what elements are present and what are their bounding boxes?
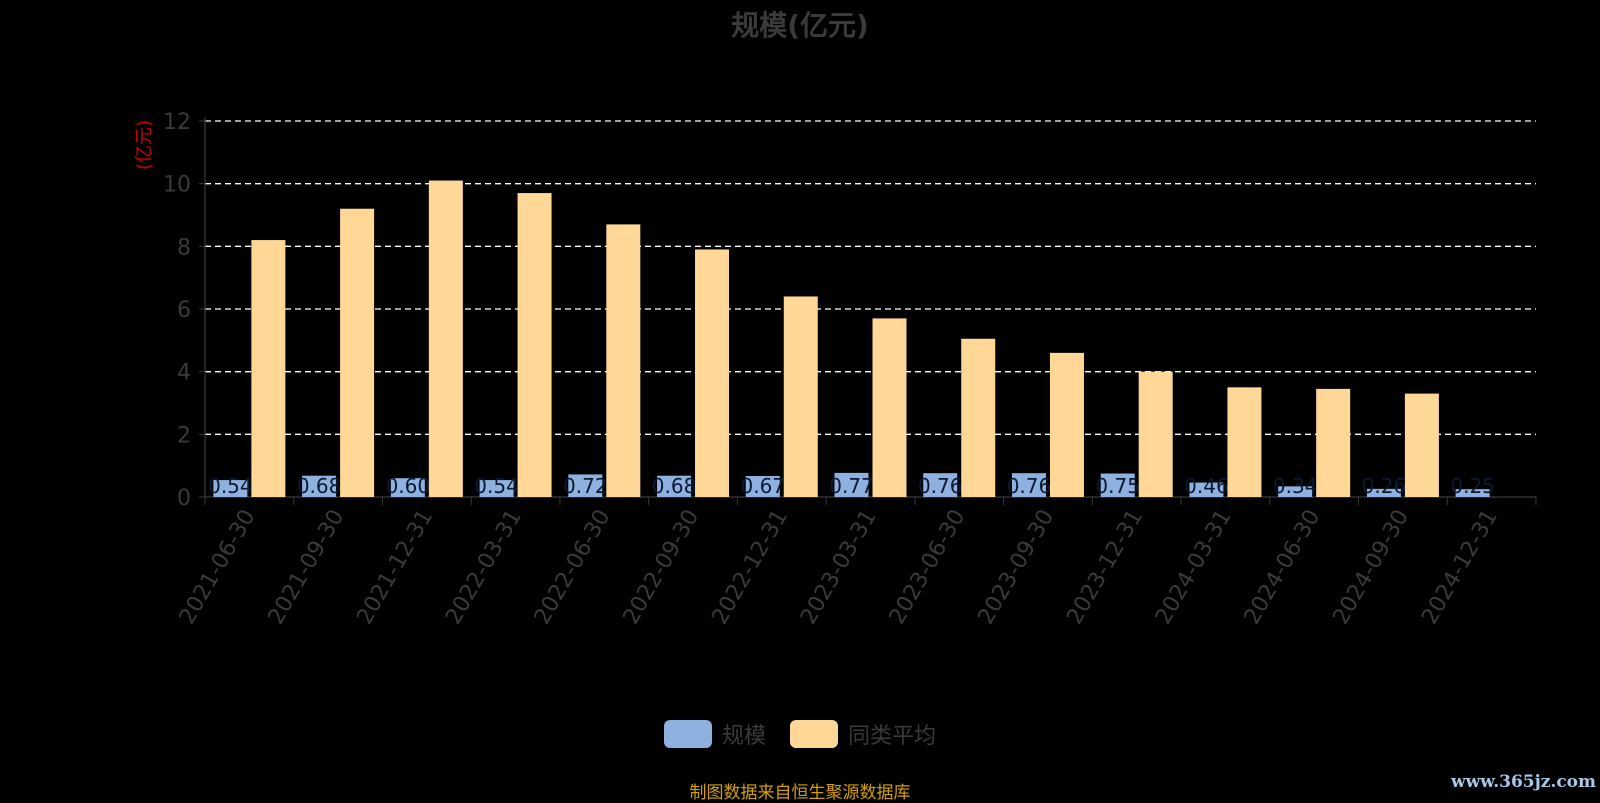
bar-scale-data-label: 0.72 bbox=[563, 474, 608, 498]
y-tick-label: 4 bbox=[177, 361, 191, 386]
bar-scale-data-label: 0.68 bbox=[652, 474, 697, 498]
legend-item-scale[interactable]: 规模 bbox=[663, 718, 766, 750]
x-tick-label: 2023-09-30 bbox=[974, 506, 1060, 629]
bar-scale-data-label: 0.67 bbox=[741, 474, 786, 498]
chart-legend: 规模 同类平均 bbox=[0, 718, 1600, 750]
bar-peer-average bbox=[340, 208, 375, 497]
y-tick-label: 8 bbox=[177, 235, 191, 260]
bar-scale-data-label: 0.54 bbox=[474, 474, 519, 498]
legend-label-scale: 规模 bbox=[721, 724, 766, 749]
x-tick-label: 2024-12-31 bbox=[1417, 506, 1503, 629]
x-tick-label: 2023-03-31 bbox=[796, 506, 882, 629]
y-tick-label: 10 bbox=[163, 173, 191, 198]
bar-scale-data-label: 0.34 bbox=[1273, 474, 1318, 498]
bar-peer-average bbox=[428, 180, 463, 498]
x-tick-label: 2021-12-31 bbox=[352, 506, 438, 629]
bar-scale bbox=[479, 480, 514, 497]
bar-scale bbox=[390, 478, 425, 497]
bar-scale bbox=[1011, 473, 1046, 497]
y-axis-label: (亿元) bbox=[134, 120, 155, 170]
bar-scale bbox=[657, 475, 692, 497]
bar-scale bbox=[1100, 473, 1135, 497]
bar-peer-average bbox=[695, 249, 730, 497]
legend-label-peer-average: 同类平均 bbox=[848, 724, 937, 749]
bar-scale-data-label: 0.54 bbox=[208, 474, 253, 498]
bar-peer-average bbox=[783, 296, 818, 497]
x-tick-label: 2022-03-31 bbox=[441, 506, 527, 629]
bar-peer-average bbox=[1316, 388, 1351, 497]
bar-peer-average bbox=[517, 193, 552, 498]
bar-peer-average bbox=[1227, 387, 1262, 497]
bar-peer-average bbox=[251, 240, 286, 498]
x-tick-label: 2024-06-30 bbox=[1240, 506, 1326, 629]
bar-scale bbox=[302, 475, 337, 497]
bar-scale bbox=[568, 474, 603, 497]
watermark: www.365jz.com bbox=[1451, 772, 1596, 792]
bar-scale-data-label: 0.25 bbox=[1450, 474, 1495, 498]
bar-scale bbox=[1366, 488, 1401, 497]
bar-scale-data-label: 0.68 bbox=[297, 474, 342, 498]
chart-title: 规模(亿元) bbox=[731, 9, 869, 42]
bar-peer-average bbox=[961, 338, 996, 497]
y-tick-label: 6 bbox=[177, 298, 191, 323]
bar-scale-data-label: 0.75 bbox=[1095, 474, 1140, 498]
bar-scale bbox=[1455, 489, 1490, 497]
y-tick-label: 0 bbox=[177, 486, 191, 511]
bar-peer-average bbox=[1404, 393, 1439, 497]
bar-scale bbox=[1278, 486, 1313, 497]
bar-peer-average bbox=[606, 224, 641, 497]
bar-scale bbox=[745, 476, 780, 497]
bar-peer-average bbox=[872, 318, 907, 497]
x-tick-label: 2024-03-31 bbox=[1151, 506, 1237, 629]
x-tick-label: 2024-09-30 bbox=[1329, 506, 1415, 629]
bar-scale bbox=[834, 472, 869, 497]
bar-scale-data-label: 0.76 bbox=[918, 474, 963, 498]
bar-peer-average bbox=[1049, 352, 1084, 497]
x-tick-label: 2023-12-31 bbox=[1062, 506, 1148, 629]
bar-scale-data-label: 0.76 bbox=[1007, 474, 1052, 498]
bar-scale-data-label: 0.46 bbox=[1184, 474, 1229, 498]
bar-scale bbox=[213, 480, 248, 497]
y-tick-label: 12 bbox=[163, 110, 191, 135]
legend-item-peer-average[interactable]: 同类平均 bbox=[790, 718, 936, 750]
legend-swatch-scale bbox=[663, 720, 712, 748]
x-tick-label: 2021-06-30 bbox=[175, 506, 261, 629]
bar-scale-data-label: 0.26 bbox=[1362, 474, 1407, 498]
x-tick-label: 2023-06-30 bbox=[885, 506, 971, 629]
bar-scale-data-label: 0.77 bbox=[829, 474, 874, 498]
bar-scale bbox=[1189, 482, 1224, 497]
legend-swatch-peer-average bbox=[790, 720, 838, 748]
x-tick-label: 2022-06-30 bbox=[530, 506, 616, 629]
bar-peer-average bbox=[1138, 371, 1173, 497]
bar-scale-data-label: 0.60 bbox=[386, 474, 431, 498]
x-tick-label: 2021-09-30 bbox=[264, 506, 350, 629]
y-tick-label: 2 bbox=[177, 423, 191, 448]
x-tick-label: 2022-09-30 bbox=[619, 506, 705, 629]
x-tick-label: 2022-12-31 bbox=[707, 506, 793, 629]
bar-scale bbox=[923, 473, 958, 497]
data-source-note: 制图数据来自恒生聚源数据库 bbox=[689, 783, 911, 803]
